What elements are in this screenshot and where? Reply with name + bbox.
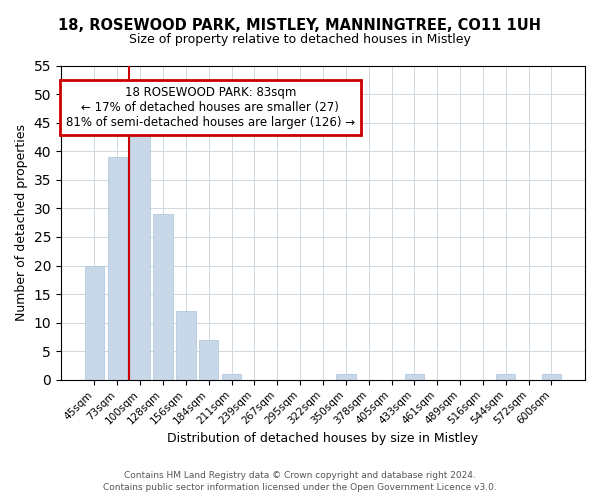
Text: Contains HM Land Registry data © Crown copyright and database right 2024.
Contai: Contains HM Land Registry data © Crown c…	[103, 471, 497, 492]
Bar	[85, 266, 104, 380]
Text: Size of property relative to detached houses in Mistley: Size of property relative to detached ho…	[129, 32, 471, 46]
Text: 18, ROSEWOOD PARK, MISTLEY, MANNINGTREE, CO11 1UH: 18, ROSEWOOD PARK, MISTLEY, MANNINGTREE,…	[59, 18, 542, 32]
X-axis label: Distribution of detached houses by size in Mistley: Distribution of detached houses by size …	[167, 432, 479, 445]
Bar	[153, 214, 173, 380]
Bar	[130, 122, 150, 380]
Y-axis label: Number of detached properties: Number of detached properties	[15, 124, 28, 321]
Bar	[542, 374, 561, 380]
Text: 18 ROSEWOOD PARK: 83sqm
← 17% of detached houses are smaller (27)
81% of semi-de: 18 ROSEWOOD PARK: 83sqm ← 17% of detache…	[66, 86, 355, 129]
Bar	[496, 374, 515, 380]
Bar	[404, 374, 424, 380]
Bar	[176, 312, 196, 380]
Bar	[336, 374, 356, 380]
Bar	[107, 157, 127, 380]
Bar	[199, 340, 218, 380]
Bar	[222, 374, 241, 380]
